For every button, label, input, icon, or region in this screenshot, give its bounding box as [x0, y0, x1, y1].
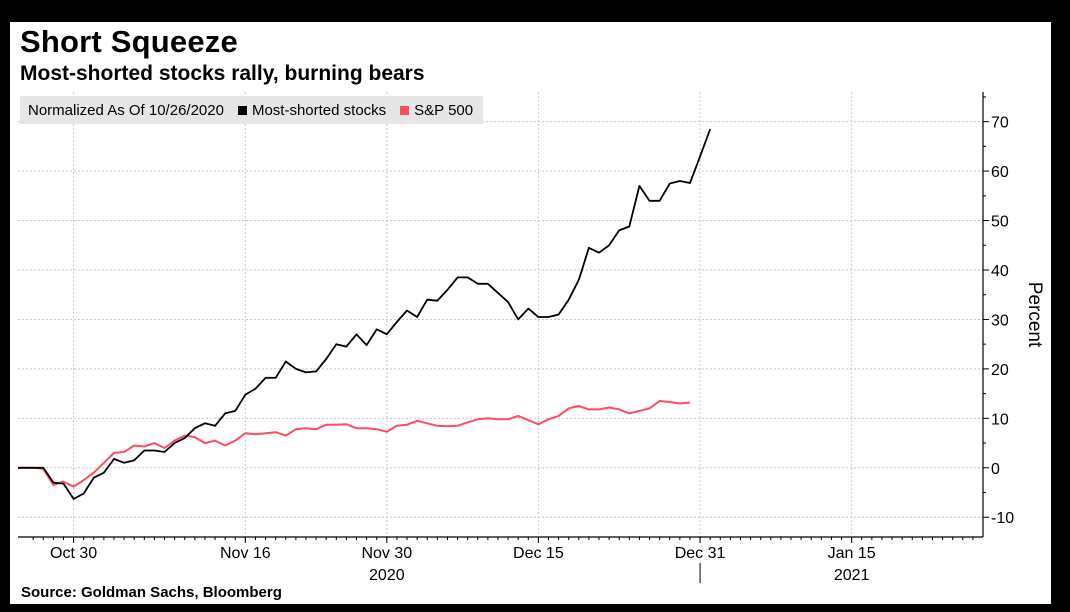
legend: Normalized As Of 10/26/2020 Most-shorted… — [20, 96, 484, 124]
x-tick-label: Nov 16 — [220, 545, 271, 562]
series-line-sp500 — [18, 400, 691, 488]
x-tick-label: Dec 15 — [513, 545, 564, 562]
x-year-label: 2021 — [834, 567, 870, 584]
source-note: Source: Goldman Sachs, Bloomberg — [21, 584, 282, 601]
y-tick-label: -10 — [991, 510, 1014, 527]
y-tick-label: 70 — [991, 115, 1009, 132]
y-tick-label: 30 — [991, 312, 1009, 329]
x-tick-label: Oct 30 — [50, 545, 97, 562]
legend-swatch-black — [237, 105, 247, 115]
x-tick-label: Nov 30 — [361, 545, 412, 562]
y-tick-label: 50 — [991, 214, 1009, 231]
x-tick-label: Dec 31 — [675, 545, 726, 562]
x-tick-label: Jan 15 — [828, 545, 876, 562]
x-year-label: 2020 — [369, 567, 405, 584]
legend-item-most-shorted: Most-shorted stocks — [237, 101, 387, 119]
legend-item-sp500: S&P 500 — [400, 102, 473, 119]
legend-label-sp500: S&P 500 — [414, 101, 474, 119]
legend-label-most-shorted: Most-shorted stocks — [251, 101, 387, 119]
y-tick-label: 0 — [991, 461, 1000, 478]
y-tick-label: 40 — [991, 263, 1009, 280]
y-tick-label: 20 — [991, 362, 1009, 379]
legend-note: Normalized As Of 10/26/2020 — [28, 101, 224, 119]
y-axis-title: Percent — [1024, 282, 1045, 348]
y-tick-label: 10 — [991, 411, 1009, 428]
series-line-most-shorted — [18, 128, 712, 500]
y-tick-label: 60 — [991, 164, 1009, 181]
chart-subtitle: Most-shorted stocks rally, burning bears — [20, 62, 425, 85]
chart-title: Short Squeeze — [20, 24, 238, 59]
legend-swatch-red — [400, 105, 410, 115]
